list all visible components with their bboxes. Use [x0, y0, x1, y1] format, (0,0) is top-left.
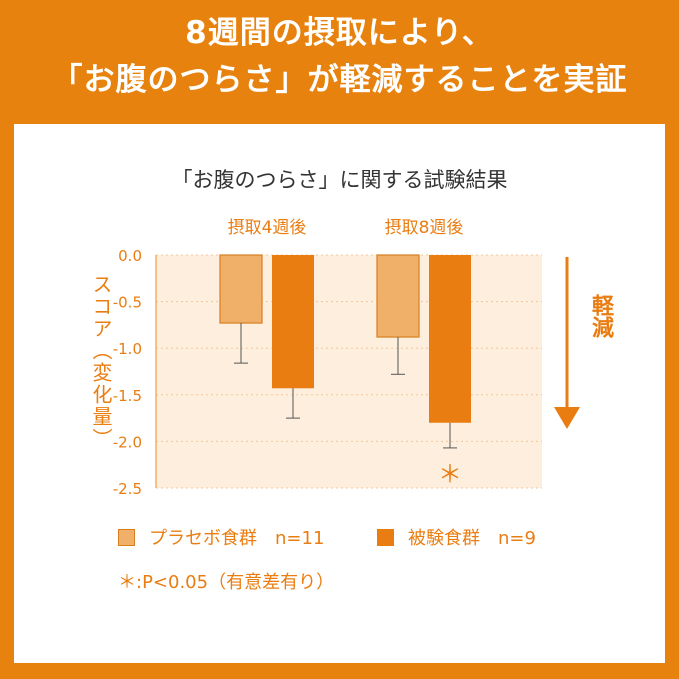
legend-item-test: 被験食群 n=9	[377, 524, 536, 550]
legend-label-placebo: プラセボ食群 n=11	[149, 528, 325, 549]
y-tick-label: -1.0	[113, 340, 142, 358]
trend-arrow-head	[554, 407, 580, 429]
headline: 8週間の摂取により、 「お腹のつらさ」が軽減することを実証	[0, 10, 679, 104]
y-axis-label: スコア（変化量）	[89, 274, 113, 450]
headline-line-1: 8週間の摂取により、	[185, 15, 494, 51]
y-tick-label: -0.5	[113, 294, 142, 312]
chart-title: 「お腹のつらさ」に関する試験結果	[171, 168, 508, 192]
bar	[272, 255, 314, 389]
legend-swatch-test	[377, 528, 394, 546]
plot-area	[156, 255, 542, 488]
bar-chart: 0.0 -0.5 -1.0 -1.5 -2.0 -2.5 摂取4週後 摂取8週後 ＊	[113, 218, 580, 498]
legend-item-placebo: プラセボ食群 n=11	[118, 524, 324, 550]
y-tick-label: 0.0	[118, 247, 142, 265]
y-tick-label: -2.5	[113, 480, 142, 498]
legend-label-test: 被験食群 n=9	[408, 528, 536, 549]
bar	[429, 255, 471, 423]
footnote: ＊:P<0.05（有意差有り）	[118, 572, 335, 593]
category-label: 摂取4週後	[228, 218, 307, 238]
bar	[376, 254, 420, 338]
significance-marker: ＊	[438, 460, 462, 488]
chart-panel: 「お腹のつらさ」に関する試験結果 スコア（変化量） 軽減 0.0 -0.5 -1.0…	[14, 124, 665, 663]
headline-line-2: 「お腹のつらさ」が軽減することを実証	[51, 62, 628, 98]
legend-swatch-placebo	[118, 528, 135, 546]
y-tick-label: -2.0	[113, 433, 142, 451]
category-label: 摂取8週後	[385, 218, 464, 238]
y-tick-label: -1.5	[113, 387, 142, 405]
trend-label: 軽減	[588, 294, 613, 338]
bar	[219, 254, 263, 324]
